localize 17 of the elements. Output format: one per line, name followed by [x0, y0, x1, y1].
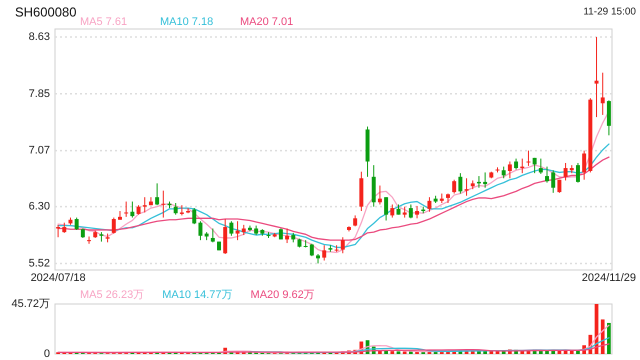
text: 11-29 15:00 [583, 6, 636, 18]
y-tick-label: 5.52 [28, 257, 50, 270]
x-tick-label: 2024/07/18 [30, 272, 86, 284]
y-tick-label: 0 [44, 348, 50, 360]
chart-title: SH600080 [15, 4, 76, 20]
y-tick-label: 7.07 [28, 144, 50, 157]
legend-item: MA10 14.77万 [162, 289, 233, 301]
y-tick-label: 6.30 [28, 200, 50, 213]
legend-item: MA10 7.18 [160, 16, 214, 28]
y-tick-label: 45.72万 [11, 298, 50, 310]
x-tick-label: 2024/11/29 [582, 272, 636, 284]
legend-item: MA20 7.01 [240, 16, 294, 28]
y-tick-label: 8.63 [28, 31, 50, 44]
legend-item: MA20 9.62万 [250, 289, 315, 301]
legend-item: MA5 26.23万 [80, 289, 144, 301]
legend-item: MA5 7.61 [80, 16, 128, 28]
y-tick-label: 7.85 [28, 88, 50, 100]
